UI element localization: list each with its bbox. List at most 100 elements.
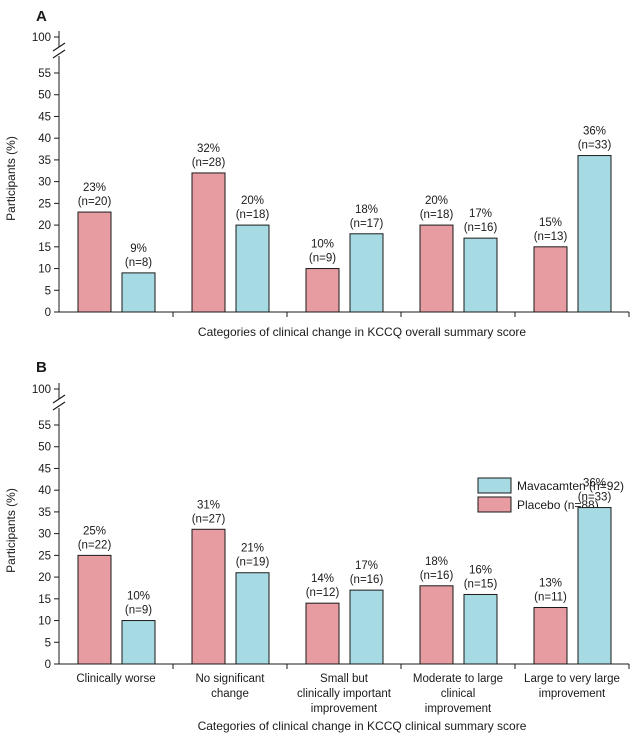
y-tick-label: 5 <box>45 637 51 649</box>
x-tick-label: Large to very large <box>524 673 620 685</box>
x-tick-label: improvement <box>311 703 378 715</box>
bar <box>577 155 612 313</box>
data-label: 17% <box>355 560 378 572</box>
data-label-count: (n=17) <box>350 218 384 230</box>
y-tick-label: 15 <box>38 594 51 606</box>
bar <box>463 237 498 313</box>
legend-label: Mavacamten (n=92) <box>517 479 624 493</box>
y-tick-label: 10 <box>38 616 51 628</box>
axis-break-mark <box>52 394 66 404</box>
data-label: 13% <box>539 578 562 590</box>
bars: 25% (n=22) 31% (n=27) 14% (n=12) 18% (n=16) 13% (… <box>77 478 612 665</box>
y-tick-label: 35 <box>38 155 51 167</box>
data-label: 31% <box>197 499 220 511</box>
y-tick-label: 30 <box>38 177 51 189</box>
data-label-count: (n=20) <box>78 196 112 208</box>
x-tick-label: change <box>211 688 249 700</box>
y-tick-label: 50 <box>38 90 51 102</box>
data-label-count: (n=11) <box>534 592 567 604</box>
data-label-count: (n=28) <box>192 157 226 169</box>
y-axis-title: Participants (%) <box>4 488 18 573</box>
y-tick-label: 25 <box>38 198 51 210</box>
data-label: 21% <box>241 543 264 555</box>
data-label: 36% <box>583 126 606 138</box>
y-tick-label: 100 <box>32 32 51 44</box>
chart-panel-b: B 0 5 10 15 20 25 30 35 40 45 50 55 100 Participants (… <box>4 359 630 733</box>
y-tick-label: 100 <box>32 384 51 396</box>
data-label-count: (n=9) <box>125 605 152 617</box>
bar <box>463 593 498 665</box>
x-axis: Categories of clinical change in KCCQ ov… <box>59 311 630 339</box>
x-tick-label: clinically important <box>297 688 392 700</box>
chart-panel-a: A 0 5 10 15 20 25 30 35 40 45 50 55 100 Participants (… <box>4 8 630 339</box>
data-label: 15% <box>539 217 562 229</box>
data-label: 14% <box>311 573 334 585</box>
axis-break-mark <box>52 49 66 59</box>
data-label: 20% <box>241 195 264 207</box>
data-label-count: (n=18) <box>420 209 454 221</box>
data-label-count: (n=15) <box>464 578 498 590</box>
y-axis: 0 5 10 15 20 25 30 35 40 45 50 55 100 Participants (%… <box>4 31 66 319</box>
bar <box>77 554 112 665</box>
data-label-count: (n=33) <box>578 140 612 152</box>
bar <box>121 620 156 665</box>
bars: 23% (n=20) 32% (n=28) 10% (n=9) 20% (n=18) 15% (n… <box>77 126 612 313</box>
bar <box>235 572 270 665</box>
y-tick-label: 40 <box>38 133 51 145</box>
data-label-count: (n=22) <box>78 539 112 551</box>
y-tick-label: 5 <box>45 285 51 297</box>
y-tick-label: 0 <box>45 307 51 319</box>
data-label-count: (n=33) <box>578 492 612 504</box>
x-tick-label: improvement <box>539 688 606 700</box>
bar <box>349 233 384 313</box>
y-tick-label: 50 <box>38 442 51 454</box>
bar <box>121 272 156 313</box>
axis-break-mark <box>52 401 66 411</box>
x-tick-label: clinical <box>441 688 476 700</box>
data-label: 10% <box>311 239 334 251</box>
bar <box>419 585 454 665</box>
data-label: 25% <box>83 525 106 537</box>
data-label-count: (n=18) <box>236 209 270 221</box>
data-label-count: (n=19) <box>236 557 270 569</box>
bar <box>191 528 226 665</box>
x-axis-title: Categories of clinical change in KCCQ cl… <box>198 719 527 733</box>
data-label: 20% <box>425 195 448 207</box>
x-tick-label: Clinically worse <box>76 673 155 685</box>
legend-swatch <box>477 496 512 513</box>
data-label: 23% <box>83 182 106 194</box>
x-axis: Clinically worse No significant change Smal… <box>59 663 630 733</box>
data-label: 16% <box>469 564 492 576</box>
y-tick-label: 55 <box>38 420 51 432</box>
y-tick-label: 40 <box>38 485 51 497</box>
bar <box>191 172 226 313</box>
bar <box>305 602 340 665</box>
y-tick-label: 45 <box>38 111 51 123</box>
data-label-count: (n=13) <box>534 231 568 243</box>
y-tick-label: 20 <box>38 220 51 232</box>
y-axis: 0 5 10 15 20 25 30 35 40 45 50 55 100 Participants (%… <box>4 383 66 671</box>
panel-label: A <box>36 8 47 25</box>
data-label-count: (n=8) <box>125 257 152 269</box>
bar <box>419 224 454 313</box>
bar <box>305 268 340 313</box>
y-tick-label: 55 <box>38 68 51 80</box>
data-label: 10% <box>127 591 150 603</box>
bar <box>349 589 384 665</box>
y-tick-label: 25 <box>38 550 51 562</box>
y-tick-label: 0 <box>45 659 51 671</box>
data-label-count: (n=16) <box>350 574 384 586</box>
x-tick-label: improvement <box>425 703 492 715</box>
bar <box>533 607 568 665</box>
data-label: 18% <box>355 204 378 216</box>
data-label-count: (n=12) <box>306 587 340 599</box>
y-tick-label: 15 <box>38 242 51 254</box>
data-label: 18% <box>425 556 448 568</box>
y-tick-label: 20 <box>38 572 51 584</box>
legend-swatch <box>477 477 512 494</box>
axis-break-mark <box>52 42 66 52</box>
x-tick-label: Small but <box>320 673 369 685</box>
bar <box>235 224 270 313</box>
y-tick-label: 45 <box>38 463 51 475</box>
x-axis-title: Categories of clinical change in KCCQ ov… <box>198 325 526 339</box>
